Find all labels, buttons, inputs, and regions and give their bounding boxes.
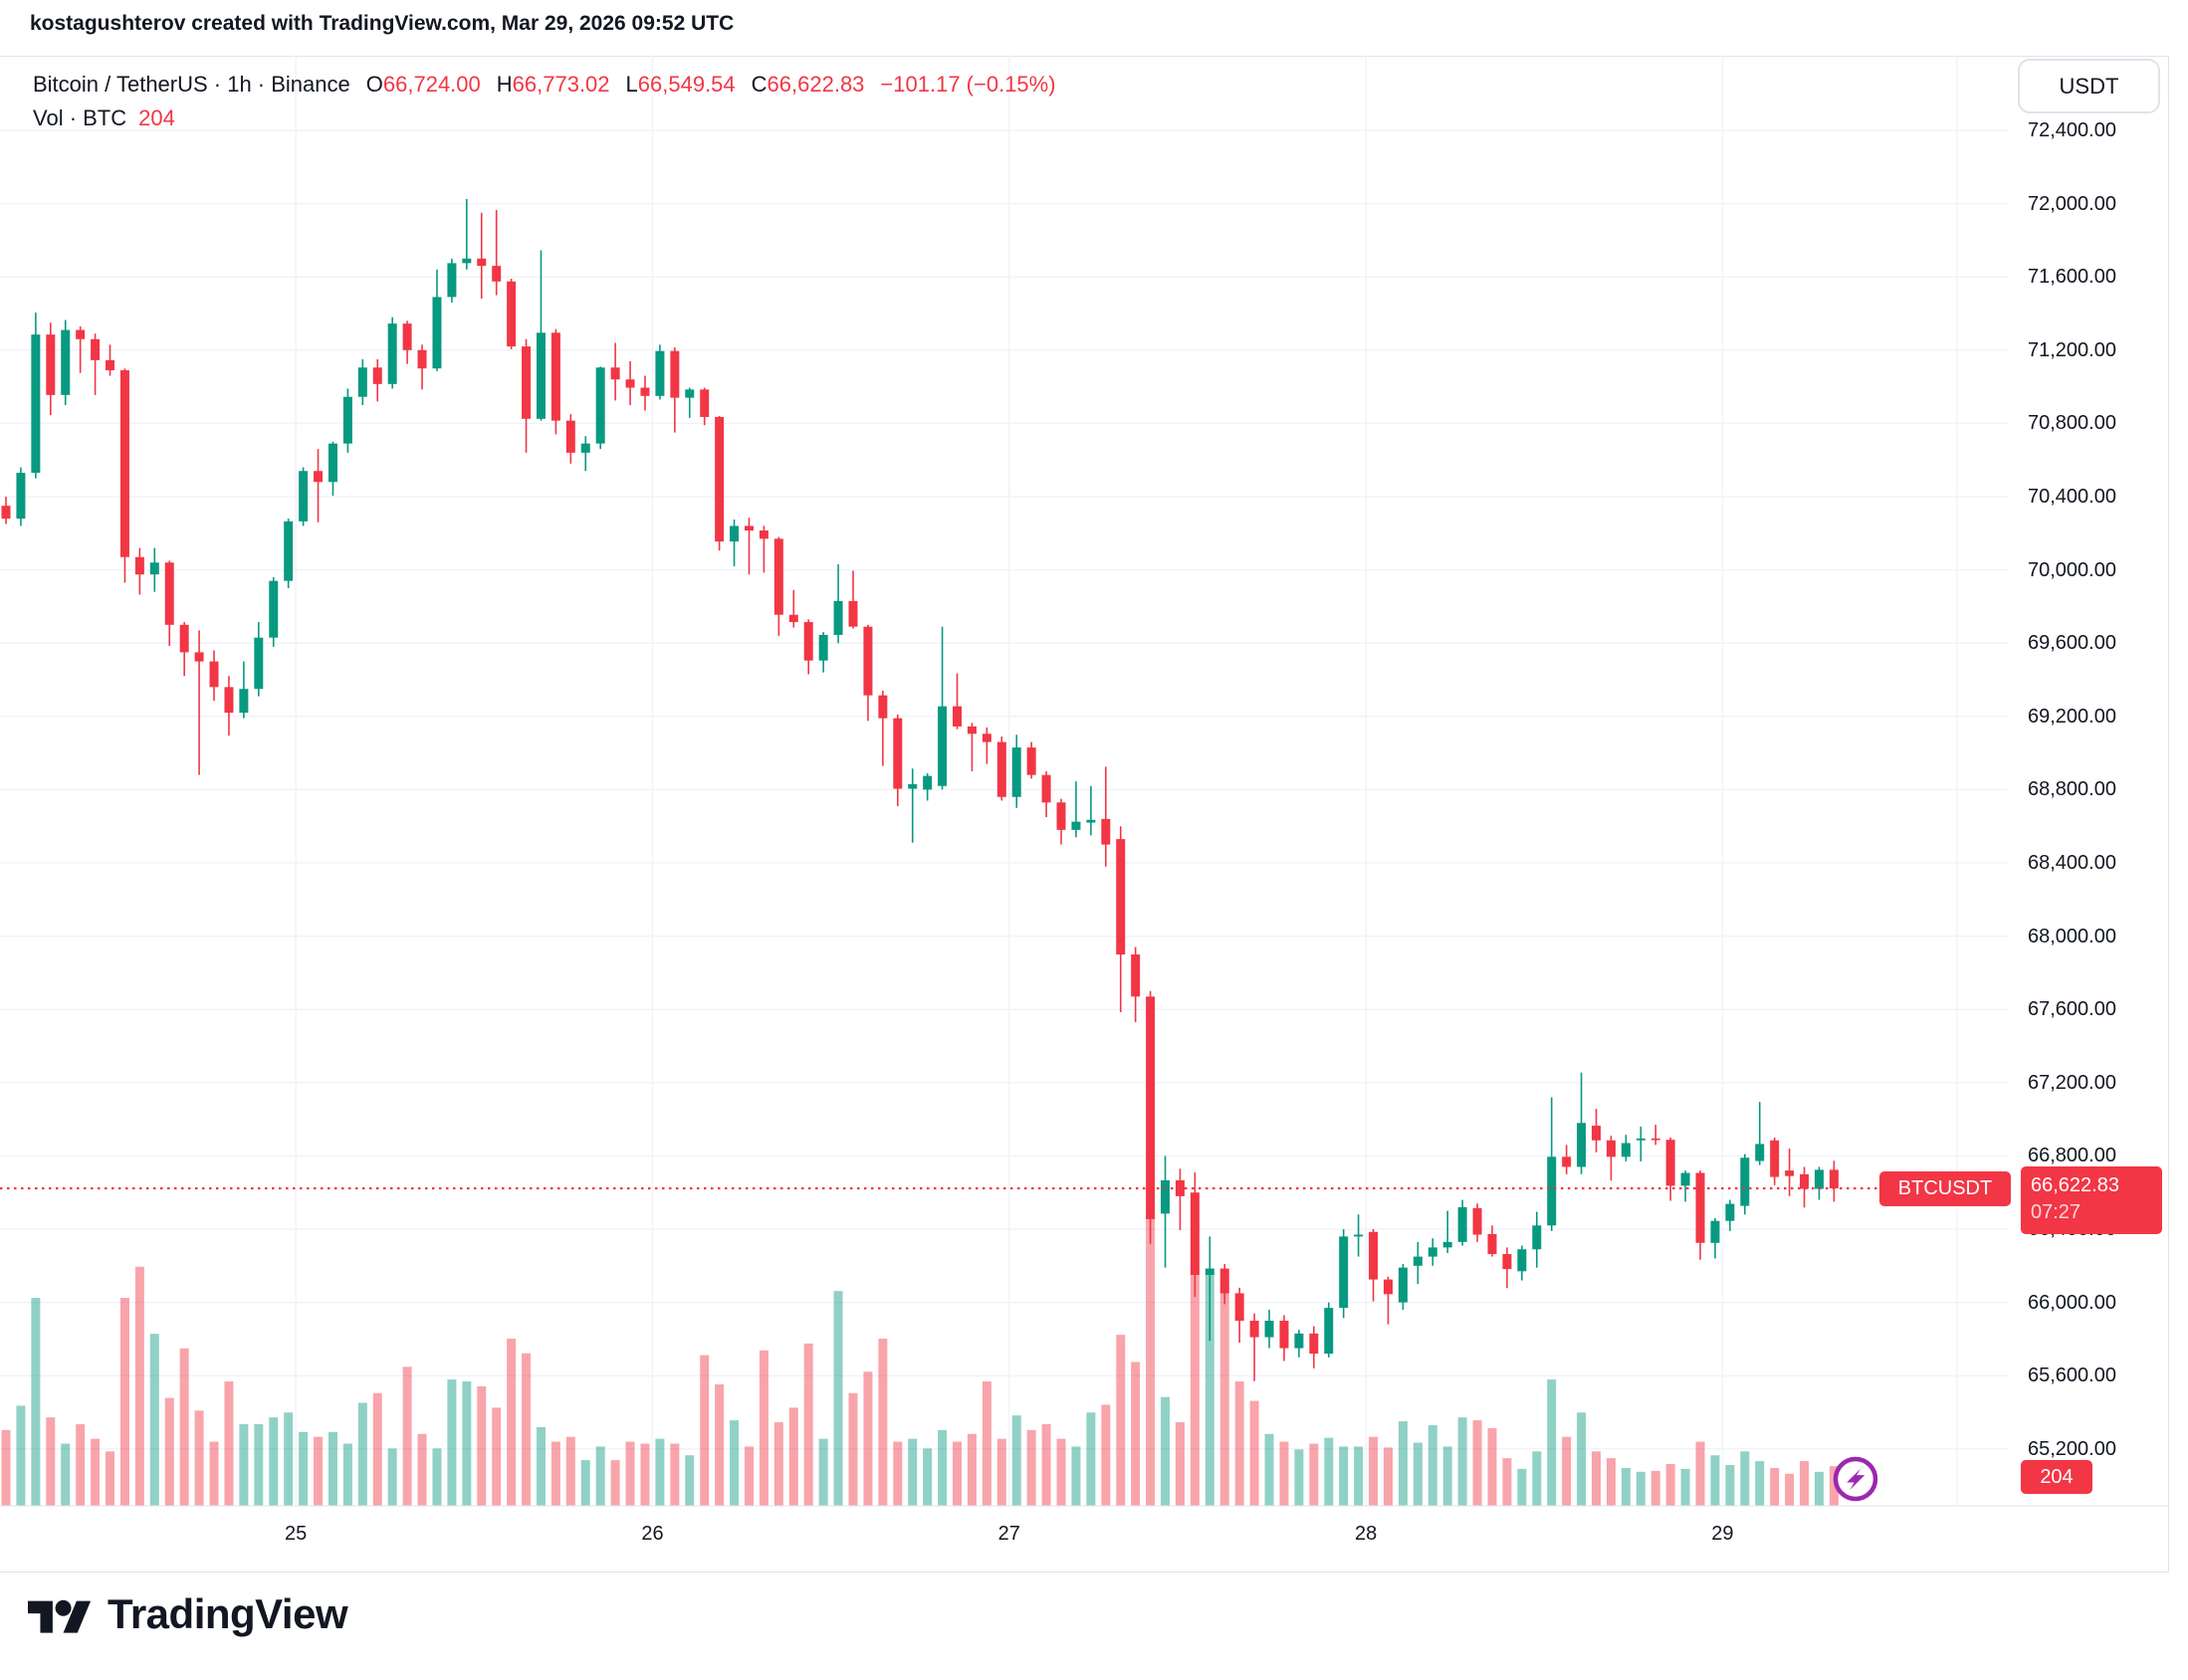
y-axis-label: 71,200.00 bbox=[2028, 338, 2116, 361]
y-axis-label: 66,800.00 bbox=[2028, 1145, 2116, 1167]
legend-volume-label: Vol · BTC bbox=[33, 105, 127, 130]
legend: Bitcoin / TetherUS · 1h · Binance O66,72… bbox=[33, 72, 1056, 98]
legend-change: −101.17 (−0.15%) bbox=[880, 72, 1056, 97]
y-axis-label: 72,000.00 bbox=[2028, 192, 2116, 215]
legend-high: H66,773.02 bbox=[496, 72, 610, 97]
y-axis-label: 70,800.00 bbox=[2028, 412, 2116, 435]
legend-close: C66,622.83 bbox=[751, 72, 865, 97]
tradingview-wordmark: TradingView bbox=[108, 1590, 348, 1637]
volume-axis-label: 204 bbox=[2021, 1460, 2092, 1494]
y-axis-label: 69,200.00 bbox=[2028, 705, 2116, 728]
x-axis-label: 27 bbox=[997, 1523, 1020, 1545]
y-axis-label: 71,600.00 bbox=[2028, 266, 2116, 289]
y-axis-label: 66,000.00 bbox=[2028, 1291, 2116, 1314]
y-axis-label: 70,400.00 bbox=[2028, 486, 2116, 508]
last-price-value: 66,622.83 bbox=[2031, 1174, 2119, 1196]
x-axis-label: 26 bbox=[641, 1523, 664, 1545]
attribution-text: kostagushterov created with TradingView.… bbox=[30, 12, 735, 35]
bar-countdown: 07:27 bbox=[2031, 1201, 2081, 1223]
y-axis-label: 68,400.00 bbox=[2028, 852, 2116, 874]
x-axis-label: 29 bbox=[1711, 1523, 1734, 1545]
y-axis-label: 65,600.00 bbox=[2028, 1365, 2116, 1387]
y-axis-label: 68,800.00 bbox=[2028, 778, 2116, 801]
legend-volume-row: Vol · BTC 204 bbox=[33, 105, 175, 131]
y-axis-label: 67,600.00 bbox=[2028, 998, 2116, 1021]
y-axis-label: 65,200.00 bbox=[2028, 1437, 2116, 1460]
y-axis-label: 67,200.00 bbox=[2028, 1071, 2116, 1094]
y-axis-label: 70,000.00 bbox=[2028, 558, 2116, 581]
currency-toggle-button[interactable]: USDT bbox=[2018, 59, 2160, 113]
legend-symbol: Bitcoin / TetherUS · 1h · Binance bbox=[33, 72, 350, 97]
tradingview-logo-mark bbox=[28, 1599, 92, 1633]
y-axis-label: 69,600.00 bbox=[2028, 632, 2116, 655]
x-axis-label: 25 bbox=[285, 1523, 308, 1545]
legend-volume-value: 204 bbox=[138, 105, 175, 130]
y-axis-label: 68,000.00 bbox=[2028, 925, 2116, 947]
last-price-axis-label: 66,622.83 07:27 bbox=[2021, 1166, 2162, 1234]
x-axis-label: 28 bbox=[1354, 1523, 1378, 1545]
y-axis-label: 72,400.00 bbox=[2028, 119, 2116, 141]
tradingview-logo[interactable]: TradingView bbox=[28, 1590, 348, 1638]
chart-widget bbox=[0, 56, 2169, 1573]
legend-low: L66,549.54 bbox=[625, 72, 736, 97]
lightning-boost-icon[interactable] bbox=[1830, 1453, 1885, 1509]
symbol-price-flag: BTCUSDT bbox=[1879, 1171, 2011, 1206]
legend-open: O66,724.00 bbox=[365, 72, 481, 97]
